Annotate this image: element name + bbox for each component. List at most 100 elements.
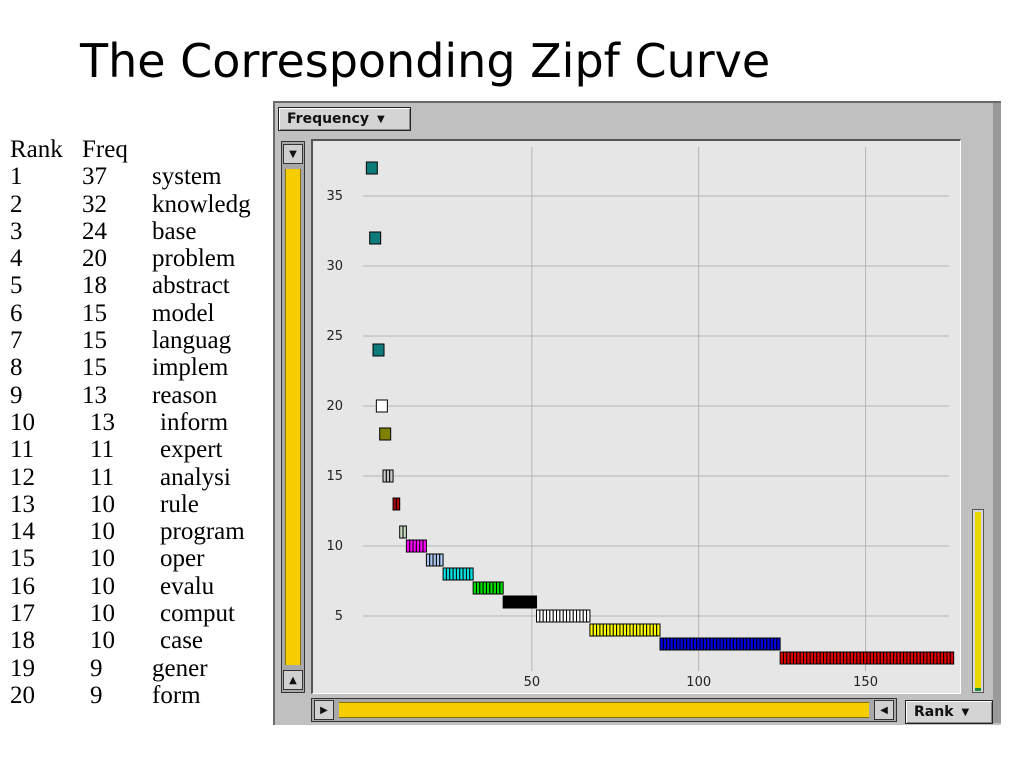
data-point	[943, 651, 948, 665]
slide-title: The Corresponding Zipf Curve	[80, 34, 771, 88]
header-freq: Freq	[82, 136, 128, 163]
scroll-up-button[interactable]: ▲	[283, 670, 303, 690]
freq-cell: 9	[90, 654, 103, 682]
freq-cell: 37	[82, 163, 107, 191]
data-point	[923, 651, 928, 665]
data-point	[589, 623, 594, 637]
data-point	[449, 567, 454, 581]
vertical-scroll-thumb[interactable]	[285, 169, 301, 665]
rank-cell: 4	[10, 245, 23, 273]
data-point	[746, 637, 751, 651]
data-point	[916, 651, 921, 665]
freq-cell: 15	[82, 354, 107, 382]
data-point	[906, 651, 911, 665]
data-point	[582, 609, 588, 623]
data-point	[759, 637, 764, 651]
rank-cell: 8	[10, 354, 23, 382]
data-point	[592, 623, 598, 637]
freq-cell: 10	[90, 518, 115, 546]
freq-cell: 11	[90, 463, 115, 491]
scroll-left-button[interactable]: ◀	[874, 700, 894, 720]
data-point	[472, 581, 477, 595]
freq-cell: 13	[90, 408, 115, 436]
data-point	[656, 623, 661, 637]
data-point	[552, 609, 558, 623]
term-cell: form	[152, 681, 201, 709]
plot-area: 5 10 15 20 25 30 35 50 100 150	[311, 139, 961, 694]
rank-dropdown-label: Rank	[914, 704, 954, 720]
chevron-down-icon: ▼	[376, 113, 385, 125]
data-point	[816, 651, 821, 665]
data-point	[412, 539, 417, 553]
data-point	[619, 623, 624, 637]
data-point	[375, 399, 388, 413]
term-cell: abstract	[152, 272, 230, 300]
vertical-scrollbar[interactable]: ▼ ▲	[281, 141, 305, 693]
data-point	[435, 553, 441, 567]
level-meter-fill	[975, 512, 981, 688]
data-point	[866, 651, 871, 665]
data-point	[599, 623, 604, 637]
freq-cell: 18	[82, 272, 107, 300]
data-point	[949, 651, 955, 665]
data-point	[929, 651, 935, 665]
data-point	[462, 567, 467, 581]
data-point	[372, 343, 385, 357]
data-point	[479, 581, 484, 595]
data-point	[365, 161, 378, 175]
window-edge	[993, 103, 1001, 723]
data-point	[936, 651, 941, 665]
data-point	[542, 609, 548, 623]
data-point	[913, 651, 918, 665]
data-point	[642, 623, 648, 637]
data-point	[779, 651, 784, 665]
freq-cell: 13	[82, 381, 107, 409]
frequency-dropdown[interactable]: Frequency ▼	[278, 107, 411, 131]
data-point	[813, 651, 818, 665]
data-point	[659, 637, 664, 651]
data-point	[495, 581, 501, 595]
rank-dropdown[interactable]: Rank ▼	[905, 700, 993, 724]
data-point	[696, 637, 701, 651]
data-point	[536, 609, 541, 623]
data-point	[402, 525, 407, 539]
data-point	[873, 651, 878, 665]
rank-cell: 3	[10, 217, 23, 245]
term-cell: case	[160, 627, 204, 655]
data-point	[432, 553, 437, 567]
data-point	[519, 595, 524, 609]
freq-cell: 10	[90, 627, 115, 655]
y-tick-label: 20	[326, 399, 343, 414]
data-point	[469, 567, 474, 581]
data-point	[699, 637, 704, 651]
data-point	[692, 637, 698, 651]
rank-cell: 12	[10, 463, 35, 491]
data-point	[646, 623, 651, 637]
data-point	[415, 539, 421, 553]
horizontal-scroll-thumb[interactable]	[339, 702, 869, 718]
data-point	[889, 651, 895, 665]
horizontal-scrollbar[interactable]: ▶ ◀	[311, 698, 897, 722]
data-point	[926, 651, 931, 665]
scroll-right-button[interactable]: ▶	[314, 700, 334, 720]
rank-cell: 16	[10, 572, 35, 600]
data-point	[429, 553, 434, 567]
data-point	[609, 623, 614, 637]
zipf-plot-window: Frequency ▼ ▼ ▲ 5 10 15 20 25 30 35 50 100 150 ▶ …	[273, 101, 1001, 725]
x-tick-label: 50	[524, 675, 541, 690]
data-point	[572, 609, 578, 623]
term-cell: system	[152, 163, 222, 191]
data-point	[475, 581, 481, 595]
data-point	[933, 651, 938, 665]
rank-cell: 13	[10, 490, 35, 518]
scroll-down-button[interactable]: ▼	[283, 144, 303, 164]
term-cell: reason	[152, 381, 218, 409]
data-point	[399, 525, 404, 539]
data-point	[749, 637, 754, 651]
data-point	[732, 637, 738, 651]
data-point	[886, 651, 891, 665]
data-point	[586, 609, 591, 623]
data-point	[405, 539, 411, 553]
data-point	[579, 609, 584, 623]
data-point	[439, 553, 444, 567]
